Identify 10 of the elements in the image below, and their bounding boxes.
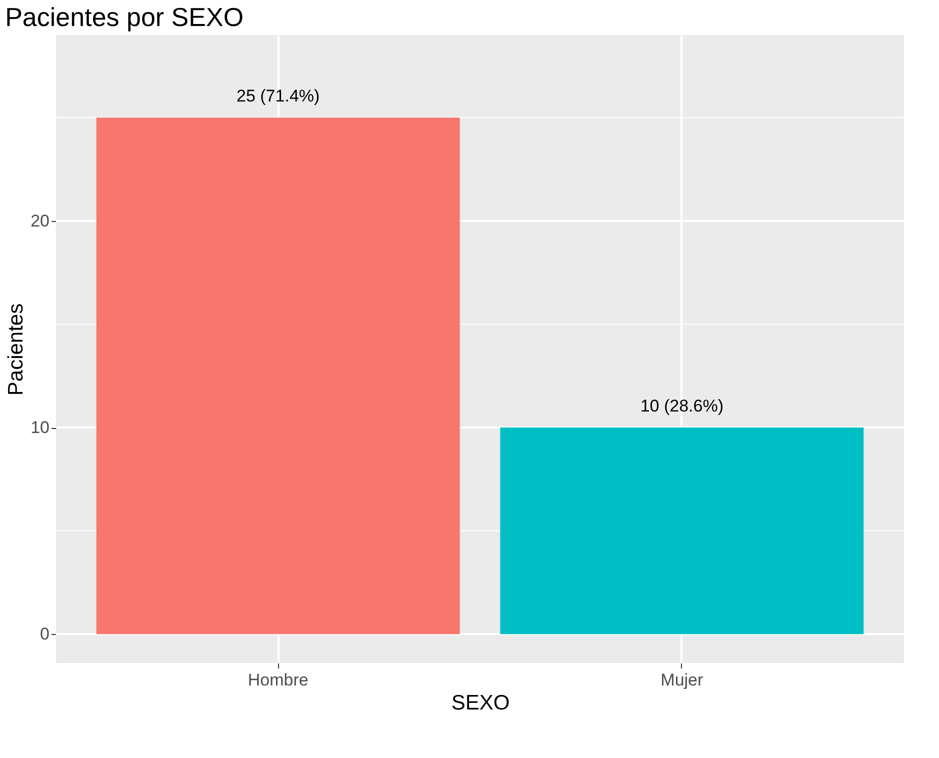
y-axis-title: Pacientes	[4, 303, 28, 396]
data-label: 10 (28.6%)	[640, 396, 724, 416]
data-label: 25 (71.4%)	[236, 86, 320, 106]
x-axis-title: SEXO	[451, 692, 510, 714]
y-tick-label: 20	[30, 211, 50, 230]
y-tick-label: 0	[40, 624, 50, 644]
y-tick-label: 10	[30, 418, 50, 437]
x-tick-label: Mujer	[660, 670, 704, 690]
chart-title: Pacientes por SEXO	[5, 2, 244, 32]
x-tick-label: Hombre	[248, 670, 308, 690]
